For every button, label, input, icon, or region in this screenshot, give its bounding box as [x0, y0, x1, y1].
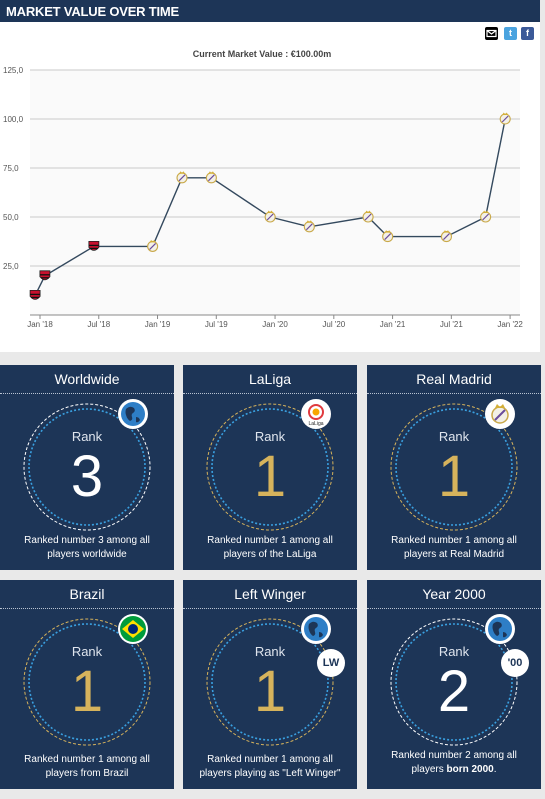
- divider: [367, 393, 541, 394]
- rank-card-title: Left Winger: [234, 586, 306, 602]
- rank-number: 2: [437, 659, 471, 724]
- globe-icon: [485, 614, 515, 644]
- real-madrid-crest-marker: [440, 230, 452, 243]
- rank-description: Ranked number 1 among all players from B…: [24, 754, 150, 779]
- x-tick-label: Jan '18: [27, 320, 53, 329]
- laliga-logo-icon: LaLiga: [301, 399, 331, 429]
- rank-card-title: Worldwide: [54, 371, 120, 387]
- divider: [367, 608, 541, 609]
- rank-card-title: Brazil: [69, 586, 105, 602]
- rank-number: 1: [70, 659, 104, 724]
- y-tick-label: 25,0: [3, 262, 19, 271]
- chart-title: Current Market Value : €100.00m: [193, 49, 332, 59]
- rank-card[interactable]: Real Madrid Rank 1 Ranked number 1 among…: [367, 365, 541, 570]
- x-tick-label: Jan '21: [380, 320, 406, 329]
- rank-card[interactable]: Left Winger Rank 1 LW Ranked number 1 am…: [183, 580, 357, 789]
- rank-ring: [0, 610, 174, 765]
- divider: [183, 393, 357, 394]
- x-tick-label: Jan '20: [262, 320, 288, 329]
- x-tick-label: Jul '20: [322, 320, 345, 329]
- x-tick-label: Jan '22: [497, 320, 523, 329]
- rank-label: Rank: [254, 644, 286, 659]
- rank-ring: [367, 610, 541, 765]
- y-tick-label: 125,0: [3, 66, 24, 75]
- rank-number: 3: [70, 444, 104, 509]
- chart-markers: [29, 112, 511, 300]
- x-tick-label: Jul '18: [87, 320, 110, 329]
- rank-ring: [0, 395, 174, 550]
- svg-text:LaLiga: LaLiga: [308, 421, 323, 427]
- rank-description-bold: born 2000: [446, 764, 494, 775]
- envelope-icon: [486, 29, 497, 38]
- rank-label: Rank: [71, 644, 103, 659]
- flamengo-crest-marker: [88, 241, 100, 251]
- email-share-button[interactable]: [485, 27, 498, 40]
- twitter-icon: t: [509, 28, 512, 38]
- rank-label: Rank: [438, 429, 470, 444]
- flamengo-crest-marker: [39, 270, 51, 281]
- real-madrid-crest-icon: [485, 399, 515, 429]
- globe-icon: [301, 614, 331, 644]
- section-header: MARKET VALUE OVER TIME: [0, 0, 540, 22]
- x-tick-label: Jul '21: [440, 320, 463, 329]
- real-madrid-crest-marker: [147, 239, 159, 252]
- rank-ring: [183, 395, 357, 550]
- real-madrid-crest-marker: [176, 171, 188, 184]
- brazil-flag-icon: [118, 614, 148, 644]
- rank-number: 1: [253, 444, 287, 509]
- x-tick-label: Jul '19: [205, 320, 228, 329]
- real-madrid-crest-marker: [303, 220, 315, 233]
- real-madrid-crest-marker: [264, 210, 276, 223]
- y-tick-label: 50,0: [3, 213, 19, 222]
- rank-description-text: Ranked number 2 among all players: [391, 750, 517, 775]
- rank-number: 1: [437, 444, 471, 509]
- globe-icon: [118, 399, 148, 429]
- divider: [0, 393, 174, 394]
- facebook-icon: f: [526, 28, 529, 38]
- rank-card-title: LaLiga: [248, 371, 292, 387]
- rank-label: Rank: [438, 644, 470, 659]
- rank-label: Rank: [71, 429, 103, 444]
- rank-ring: [367, 395, 541, 550]
- rank-label: Rank: [254, 429, 286, 444]
- rank-card[interactable]: Brazil Rank 1 Ranked number 1 among all …: [0, 580, 174, 789]
- rank-description: Ranked number 2 among all players born 2…: [375, 749, 533, 777]
- y-axis-ticks: 125,0 100,0 75,0 50,0 25,0: [3, 66, 24, 271]
- real-madrid-crest-marker: [382, 230, 394, 243]
- rank-number: 1: [253, 659, 287, 724]
- rank-ring: [183, 610, 357, 765]
- rank-description: Ranked number 1 among all players of the…: [207, 535, 333, 560]
- facebook-share-button[interactable]: f: [521, 27, 534, 40]
- divider: [183, 608, 357, 609]
- divider: [0, 608, 174, 609]
- y-tick-label: 100,0: [3, 115, 24, 124]
- rank-description: Ranked number 3 among all players worldw…: [24, 535, 150, 560]
- rank-card[interactable]: LaLiga Rank 1 LaLiga Ranked number 1 amo…: [183, 365, 357, 570]
- real-madrid-crest-marker: [205, 171, 217, 184]
- real-madrid-crest-marker: [480, 210, 492, 223]
- badge-text: LW: [317, 649, 345, 677]
- badge-text: '00: [501, 649, 529, 677]
- rank-card[interactable]: Worldwide Rank 3 Ranked number 3 among a…: [0, 365, 174, 570]
- rank-description: Ranked number 1 among all players at Rea…: [391, 535, 517, 560]
- rank-description: Ranked number 1 among all players playin…: [199, 754, 341, 779]
- chart-grid: [30, 69, 520, 319]
- real-madrid-crest-marker: [362, 210, 374, 223]
- y-tick-label: 75,0: [3, 164, 19, 173]
- rank-description-end: .: [493, 764, 497, 775]
- twitter-share-button[interactable]: t: [504, 27, 517, 40]
- flamengo-crest-marker: [29, 290, 41, 300]
- rank-card[interactable]: Year 2000 Rank 2 '00 Ranked number 2 amo…: [367, 580, 541, 789]
- plot-area: [30, 70, 520, 315]
- x-tick-label: Jan '19: [145, 320, 171, 329]
- real-madrid-crest-marker: [499, 112, 511, 125]
- rank-card-title: Year 2000: [422, 586, 486, 602]
- rank-card-title: Real Madrid: [416, 371, 492, 387]
- x-axis-ticks: Jan '18 Jul '18 Jan '19 Jul '19 Jan '20 Jul '…: [27, 320, 523, 329]
- section-title: MARKET VALUE OVER TIME: [6, 4, 180, 19]
